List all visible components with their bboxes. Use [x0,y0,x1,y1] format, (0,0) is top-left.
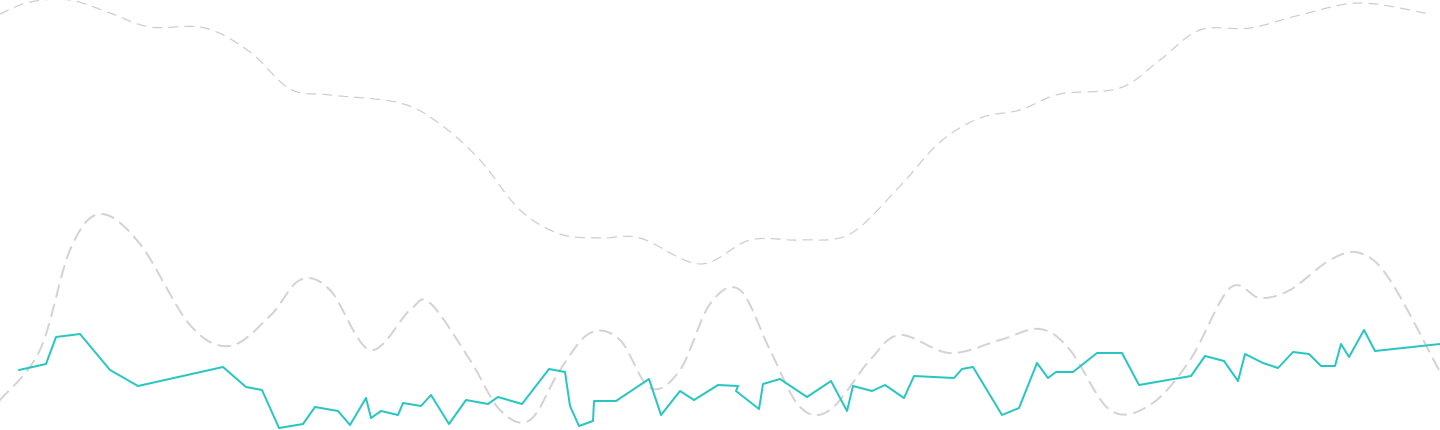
series-line-3 [18,329,1440,429]
series-line-2 [0,212,1440,424]
series-line-1 [0,0,1431,265]
